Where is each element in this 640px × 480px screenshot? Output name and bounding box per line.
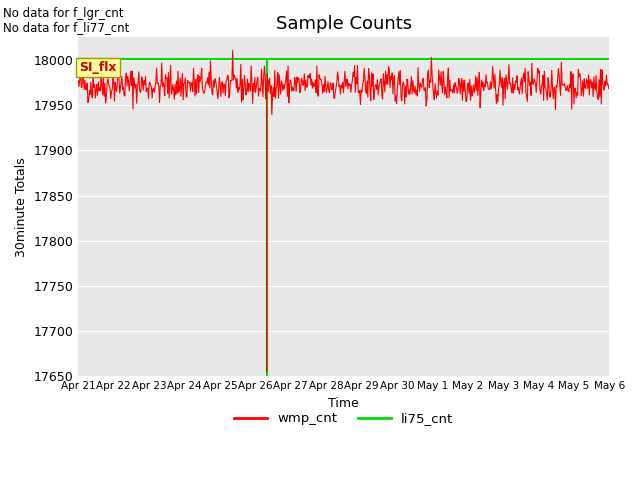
Legend: wmp_cnt, li75_cnt: wmp_cnt, li75_cnt (229, 407, 459, 431)
Y-axis label: 30minute Totals: 30minute Totals (15, 157, 28, 257)
Text: SI_flx: SI_flx (79, 61, 117, 74)
Text: No data for f_li77_cnt: No data for f_li77_cnt (3, 21, 129, 34)
Text: No data for f_lgr_cnt: No data for f_lgr_cnt (3, 7, 124, 20)
Title: Sample Counts: Sample Counts (276, 15, 412, 33)
X-axis label: Time: Time (328, 396, 359, 410)
